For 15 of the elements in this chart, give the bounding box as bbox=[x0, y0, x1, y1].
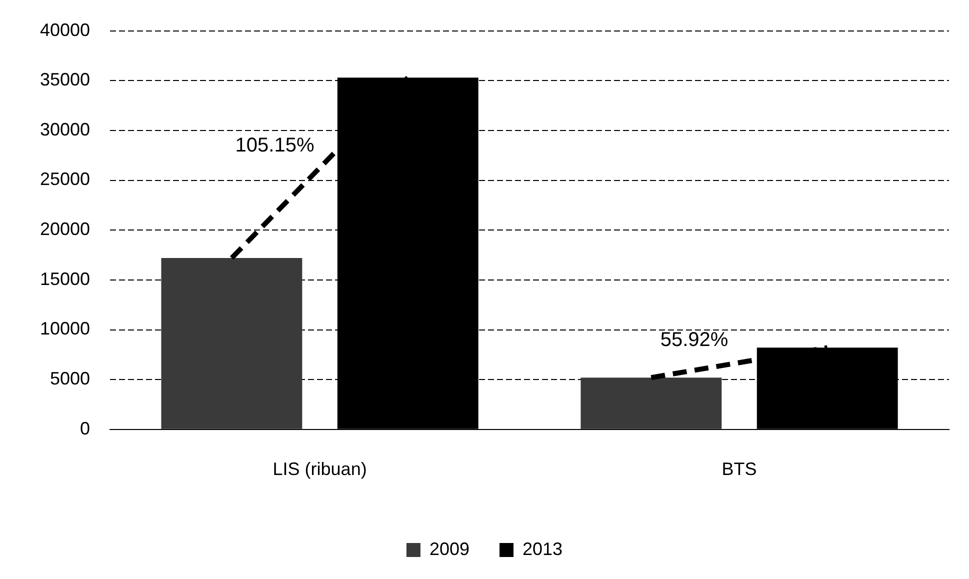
y-tick-label: 25000 bbox=[40, 169, 90, 190]
annotation: 55.92% bbox=[660, 329, 728, 352]
annotation: 105.15% bbox=[235, 134, 314, 156]
legend-label: 2009 bbox=[429, 538, 470, 559]
y-tick-label: 15000 bbox=[40, 268, 90, 289]
y-tick-label: 40000 bbox=[40, 20, 90, 40]
y-tick-label: 20000 bbox=[40, 219, 90, 240]
y-tick-label: 35000 bbox=[40, 70, 90, 90]
legend-label: 2013 bbox=[522, 538, 563, 559]
x-tick-label: LIS (ribuan) bbox=[272, 459, 367, 480]
y-tick-label: 10000 bbox=[40, 318, 90, 339]
y-tick-label: 30000 bbox=[40, 119, 90, 140]
y-tick-label: 0 bbox=[80, 418, 90, 438]
x-tick-label: BTS bbox=[722, 459, 757, 480]
y-tick-label: 5000 bbox=[50, 368, 90, 389]
